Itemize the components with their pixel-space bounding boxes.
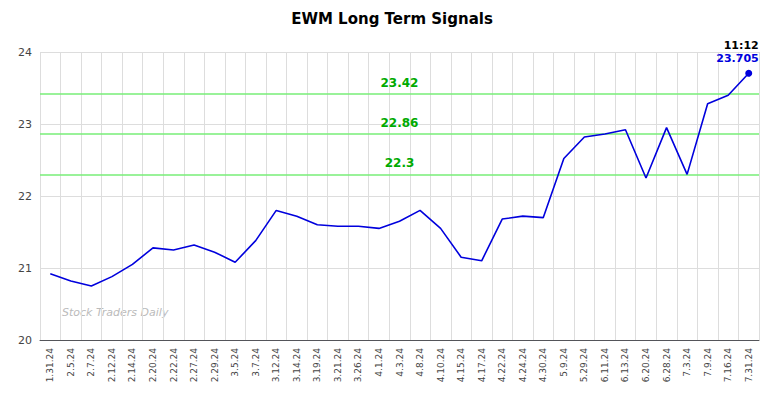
svg-text:5.9.24: 5.9.24 [559, 348, 569, 377]
svg-text:23: 23 [18, 118, 32, 131]
svg-text:4.24.24: 4.24.24 [518, 348, 528, 383]
svg-text:1.31.24: 1.31.24 [45, 348, 55, 383]
svg-text:4.15.24: 4.15.24 [456, 348, 466, 383]
svg-text:3.26.24: 3.26.24 [353, 348, 363, 383]
svg-text:7.3.24: 7.3.24 [682, 348, 692, 377]
svg-text:2.12.24: 2.12.24 [107, 348, 117, 383]
svg-text:2.7.24: 2.7.24 [86, 348, 96, 377]
svg-text:2.22.24: 2.22.24 [169, 348, 179, 383]
svg-text:20: 20 [18, 334, 32, 347]
svg-text:4.30.24: 4.30.24 [538, 348, 548, 383]
svg-text:6.28.24: 6.28.24 [662, 348, 672, 383]
svg-text:6.20.24: 6.20.24 [641, 348, 651, 383]
svg-text:3.12.24: 3.12.24 [271, 348, 281, 383]
svg-text:7.16.24: 7.16.24 [723, 348, 733, 383]
svg-text:7.9.24: 7.9.24 [703, 348, 713, 377]
svg-text:6.13.24: 6.13.24 [620, 348, 630, 383]
svg-text:Stock Traders Daily: Stock Traders Daily [62, 306, 169, 319]
svg-text:3.14.24: 3.14.24 [292, 348, 302, 383]
svg-text:11:12: 11:12 [724, 39, 759, 52]
svg-text:24: 24 [18, 46, 32, 59]
svg-text:2.5.24: 2.5.24 [66, 348, 76, 377]
svg-text:21: 21 [18, 262, 32, 275]
svg-text:4.17.24: 4.17.24 [477, 348, 487, 383]
svg-text:22: 22 [18, 190, 32, 203]
svg-text:4.3.24: 4.3.24 [395, 348, 405, 377]
svg-text:4.8.24: 4.8.24 [415, 348, 425, 377]
svg-text:2.14.24: 2.14.24 [127, 348, 137, 383]
svg-text:22.86: 22.86 [381, 116, 419, 130]
svg-text:3.21.24: 3.21.24 [333, 348, 343, 383]
svg-text:EWM Long Term Signals: EWM Long Term Signals [291, 10, 493, 28]
svg-text:7.31.24: 7.31.24 [744, 348, 754, 383]
svg-text:3.5.24: 3.5.24 [230, 348, 240, 377]
svg-text:5.29.24: 5.29.24 [579, 348, 589, 383]
svg-text:2.27.24: 2.27.24 [189, 348, 199, 383]
svg-text:2.20.24: 2.20.24 [148, 348, 158, 383]
svg-text:4.22.24: 4.22.24 [497, 348, 507, 383]
svg-text:4.1.24: 4.1.24 [374, 348, 384, 377]
svg-text:2.29.24: 2.29.24 [210, 348, 220, 383]
svg-text:4.10.24: 4.10.24 [436, 348, 446, 383]
svg-text:3.7.24: 3.7.24 [251, 348, 261, 377]
svg-text:23.42: 23.42 [381, 76, 419, 90]
svg-text:6.11.24: 6.11.24 [600, 348, 610, 383]
svg-text:3.19.24: 3.19.24 [312, 348, 322, 383]
svg-text:23.705: 23.705 [716, 52, 758, 65]
svg-text:22.3: 22.3 [385, 156, 415, 170]
